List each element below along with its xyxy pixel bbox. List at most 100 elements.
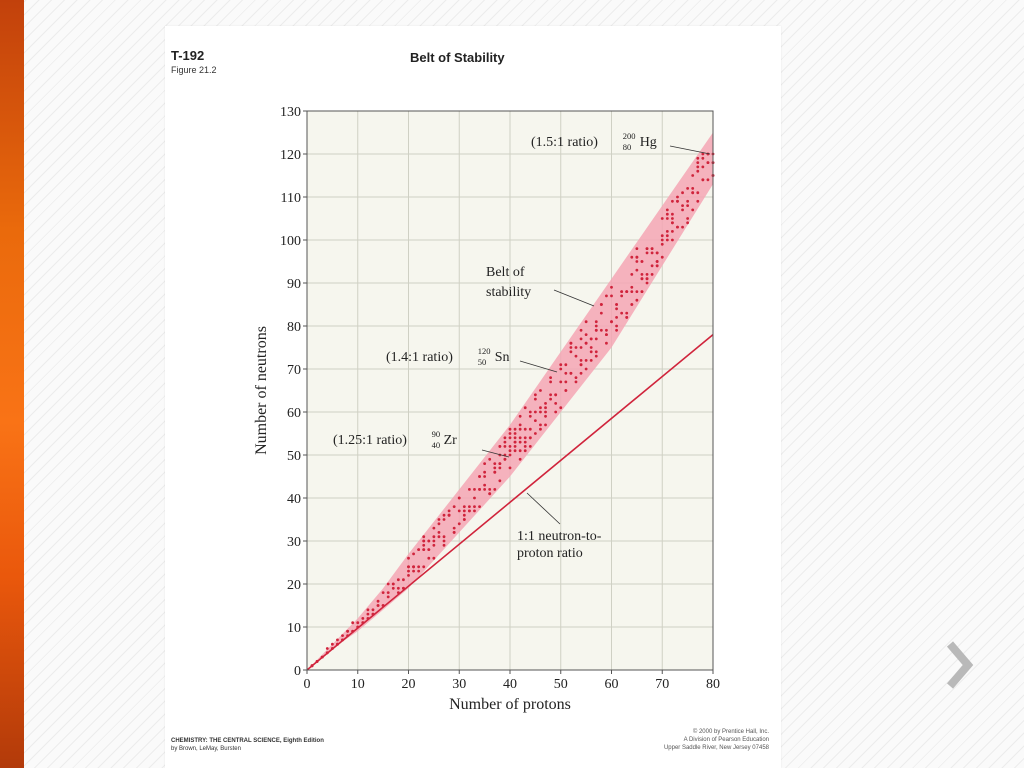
nuclide-point (513, 432, 517, 435)
nuclide-point (518, 414, 522, 418)
nuclide-point (696, 169, 700, 173)
nuclide-point (533, 410, 537, 414)
nuclide-point (549, 380, 552, 384)
nuclide-point (564, 380, 568, 384)
x-tick-label: 30 (452, 677, 466, 692)
nuclide-point (620, 311, 624, 315)
nuclide-point (579, 371, 583, 375)
nuclide-point (473, 496, 476, 500)
nuclide-point (660, 238, 664, 242)
nuclide-point (402, 578, 405, 582)
annotation-leader (519, 360, 558, 373)
nuclide-point (513, 436, 517, 440)
nuclide-point (503, 440, 507, 444)
nuclide-point (696, 165, 700, 169)
nuclide-point (589, 337, 593, 341)
nuclide-point (660, 234, 664, 238)
nuclide-point (336, 638, 339, 642)
nuclide-point (544, 423, 547, 427)
nuclide-point (615, 324, 618, 328)
nuclide-point (462, 509, 466, 513)
nuclide-point (681, 204, 684, 208)
nuclide-point (610, 320, 613, 324)
nuclide-point (574, 376, 578, 379)
annotation-mass-number: 200 (623, 131, 636, 141)
annotation-mass-number: 120 (478, 346, 491, 356)
nuclide-point (589, 359, 593, 362)
nuclide-point (660, 255, 664, 259)
nuclide-point (493, 488, 497, 491)
nuclide-point (686, 217, 690, 220)
nuclide-point (554, 393, 558, 397)
nuclide-point (630, 273, 634, 276)
nuclide-point (574, 380, 578, 384)
nuclide-point (488, 457, 492, 461)
nuclide-point (518, 449, 522, 453)
nuclide-point (422, 565, 426, 569)
nuclide-point (468, 509, 471, 513)
nuclide-point (645, 277, 649, 281)
x-tick-label: 0 (304, 677, 311, 692)
nuclide-point (513, 440, 517, 444)
nuclide-point (407, 565, 410, 569)
next-slide-button[interactable] (942, 640, 976, 690)
nuclide-point (671, 230, 674, 233)
nuclide-point (422, 539, 426, 543)
x-tick-label: 40 (503, 677, 517, 692)
y-tick-label: 80 (287, 320, 301, 335)
annotation-leader (669, 145, 711, 155)
nuclide-point (599, 311, 603, 315)
nuclide-point (473, 488, 476, 491)
nuclide-point (478, 475, 481, 478)
nuclide-point (427, 548, 431, 551)
nuclide-point (488, 492, 492, 496)
nuclide-point (589, 346, 593, 349)
nuclide-point (523, 445, 527, 448)
nuclide-point (447, 513, 451, 517)
nuclide-point (442, 535, 446, 539)
nuclide-point (462, 505, 466, 508)
nuclide-point (640, 277, 644, 281)
nuclide-point (407, 556, 410, 560)
nuclide-point (594, 350, 598, 354)
nuclide-point (508, 445, 512, 448)
nuclide-point (437, 518, 441, 521)
copyright-block: © 2000 by Prentice Hall, Inc. A Division… (569, 728, 769, 752)
nuclide-point (473, 505, 476, 508)
nuclide-point (696, 161, 700, 165)
nuclide-point (483, 488, 487, 491)
nuclide-point (635, 255, 639, 259)
nuclide-point (427, 556, 431, 560)
nuclide-point (452, 526, 456, 530)
nuclide-point (417, 569, 421, 573)
nuclide-point (386, 582, 390, 586)
nuclide-point (665, 230, 669, 233)
nuclide-point (650, 264, 654, 268)
nuclide-point (422, 548, 426, 551)
nuclide-point (478, 505, 481, 508)
nuclide-point (554, 402, 558, 405)
publisher-line: A Division of Pearson Education (683, 737, 769, 743)
nuclide-point (564, 363, 568, 367)
nuclide-point (523, 436, 527, 440)
nuclide-point (528, 427, 532, 431)
nuclide-point (655, 251, 659, 255)
nuclide-point (523, 427, 527, 431)
nuclide-point (508, 432, 512, 435)
nuclide-point (579, 346, 583, 349)
nuclide-point (701, 178, 705, 182)
nuclide-point (539, 406, 542, 410)
nuclide-point (701, 165, 705, 169)
nuclide-point (584, 367, 588, 371)
nuclide-point (528, 414, 532, 418)
figure-number: Figure 21.2 (171, 65, 217, 75)
nuclide-point (457, 509, 461, 513)
nuclide-point (671, 238, 674, 242)
nuclide-point (442, 513, 446, 517)
nuclide-point (594, 324, 598, 328)
nuclide-point (533, 397, 537, 401)
nuclide-point (508, 436, 512, 440)
nuclide-point (676, 225, 679, 229)
